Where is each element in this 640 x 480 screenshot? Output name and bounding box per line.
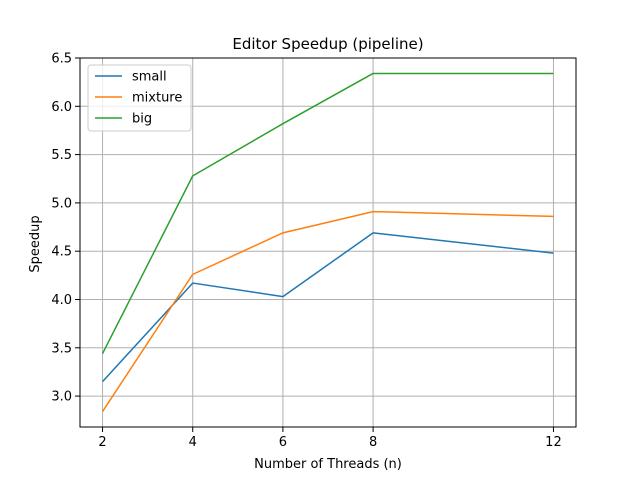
y-tick-label: 5.0: [51, 196, 72, 211]
x-tick-label: 4: [189, 435, 197, 450]
y-tick-label: 5.5: [51, 148, 72, 163]
series-lines: [101, 72, 554, 412]
x-tick-label: 6: [279, 435, 287, 450]
plot-frame: [79, 57, 577, 428]
x-axis-ticks: 2 4 6 8 12: [98, 427, 562, 450]
legend-label-big: big: [132, 112, 152, 127]
legend-label-mixture: mixture: [132, 91, 182, 106]
y-axis-title: Speedup: [28, 215, 43, 272]
y-tick-label: 6.5: [51, 52, 72, 67]
y-tick-label: 3.0: [51, 390, 72, 405]
legend-label-small: small: [132, 70, 167, 85]
y-tick-label: 4.0: [51, 293, 72, 308]
y-tick-label: 4.5: [51, 245, 72, 260]
chart-title: Editor Speedup (pipeline): [232, 35, 423, 53]
y-axis-ticks: 3.0 3.5 4.0 4.5 5.0 5.5 6.0 6.5: [51, 52, 80, 405]
series-line-big: [101, 72, 554, 354]
x-tick-label: 2: [98, 435, 106, 450]
x-tick-label: 8: [369, 435, 377, 450]
y-tick-label: 3.5: [51, 341, 72, 356]
series-line-small: [101, 232, 554, 383]
x-axis-title: Number of Threads (n): [254, 457, 402, 472]
series-line-mixture: [101, 210, 554, 412]
x-tick-label: 12: [545, 435, 562, 450]
y-tick-label: 6.0: [51, 100, 72, 115]
legend-box: [87, 64, 192, 132]
legend: small mixture big: [87, 64, 192, 132]
